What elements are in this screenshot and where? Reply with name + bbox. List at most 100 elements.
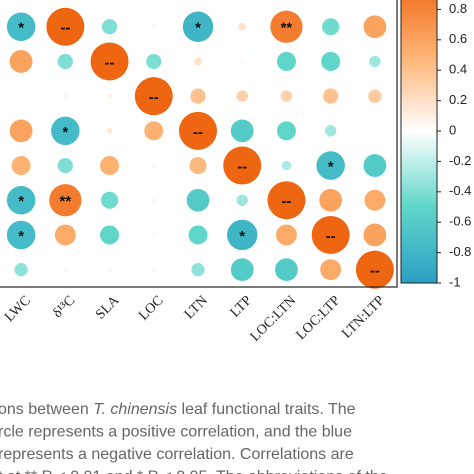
significance: ** [281,20,293,37]
correlation-circle [324,125,337,137]
correlation-circle [6,220,36,250]
correlation-circle [151,24,157,30]
correlation-circle [230,119,254,143]
colorbar-label: -0.2 [449,153,471,168]
correlation-circle [57,53,73,70]
correlation-circle [363,223,387,247]
caption-line: ons between T. chinensis leaf functional… [0,401,356,418]
colorbar [400,0,438,284]
correlation-circle [100,225,120,245]
x-tick-label: SLA [93,293,123,323]
correlation-circle [9,119,33,143]
correlation-circle [194,57,202,66]
correlation-circle [311,215,350,254]
correlation-circle [49,184,82,217]
x-tick-label: δ¹³C [50,293,78,321]
significance: * [18,228,24,245]
correlation-circle [151,232,157,238]
caption-text: T. chinensis [93,401,177,418]
correlation-circle [62,93,68,99]
significance: -- [370,263,380,280]
significance: ** [59,193,71,210]
correlation-circle [319,188,343,212]
correlation-circle [321,51,341,71]
correlation-circle [267,181,306,220]
colorbar-label: 0.2 [449,92,467,107]
correlation-circle [236,90,248,102]
correlation-circle [363,154,387,177]
correlation-circle [106,128,113,134]
caption-text: represents a negative correlation. Corre… [0,446,354,463]
significance: -- [193,124,203,141]
correlation-circle [9,50,33,73]
correlation-circle [355,250,394,289]
correlation-circle [364,189,386,211]
correlation-circle [134,77,173,116]
x-tick-label: LTP [228,293,255,320]
significance: * [328,159,334,176]
significance: -- [149,89,159,106]
caption-line: represents a negative correlation. Corre… [0,446,354,463]
correlation-circle [182,11,214,42]
correlation-circle [57,157,73,174]
significance: * [18,20,24,37]
correlation-circle [146,53,162,70]
colorbar-label: -0.6 [449,214,471,229]
correlation-circle [100,156,120,176]
correlation-circle [275,258,298,282]
colorbar-label: 0.4 [449,62,467,77]
correlation-circle [230,258,254,282]
x-tick-label: LWC [2,293,34,325]
colorbar-label: -1 [449,274,461,289]
correlation-circle [6,186,36,215]
colorbar-label: 0.6 [449,31,467,46]
caption-text: t at ** P < 0.01 and * P < 0.05. The abb… [0,469,388,474]
correlation-circle [270,10,303,43]
correlation-circle [151,267,157,273]
correlation-circle [236,194,248,206]
x-tick-label: LTN [182,293,211,322]
x-tick-label: LTN:LTP [339,293,388,342]
correlation-circle [90,42,129,81]
correlation-circle [144,121,164,141]
correlation-circle [107,267,113,273]
correlation-circle [239,58,245,64]
significance: * [18,193,24,210]
correlation-circle [62,267,68,273]
correlation-circle [189,157,207,175]
significance: -- [60,20,70,37]
correlation-circle [151,163,157,169]
correlation-circle [11,156,31,176]
significance: -- [237,159,247,176]
plot-border [0,0,398,288]
correlation-circle [276,121,296,141]
correlation-circle [101,191,119,209]
significance: -- [326,228,336,245]
significance: -- [105,54,115,71]
correlation-circle [322,18,340,36]
correlation-circle [275,224,297,246]
correlation-circle [107,93,113,99]
correlation-circle [191,263,205,277]
correlation-circle [179,111,217,150]
correlation-circle [227,219,258,251]
caption-line: t at ** P < 0.01 and * P < 0.05. The abb… [0,469,388,474]
correlation-circle [101,19,118,35]
correlation-circle [54,224,76,246]
x-tick-label: LOC:LTN [248,293,299,344]
colorbar-label: 0.8 [449,1,467,16]
significance: * [62,124,68,141]
correlation-circle [46,7,85,46]
caption-text: ons between [0,401,93,418]
correlation-circle [369,55,381,68]
correlation-circle [363,15,387,39]
caption-line: rcle represents a positive correlation, … [0,424,352,441]
correlation-circle [190,88,206,104]
correlation-circle [276,51,296,71]
correlation-circle [223,146,262,185]
correlation-circle [281,160,292,171]
correlation-circle [316,151,345,180]
colorbar-label: -0.8 [449,244,471,259]
x-tick-label: LOC:LTP [294,293,344,343]
